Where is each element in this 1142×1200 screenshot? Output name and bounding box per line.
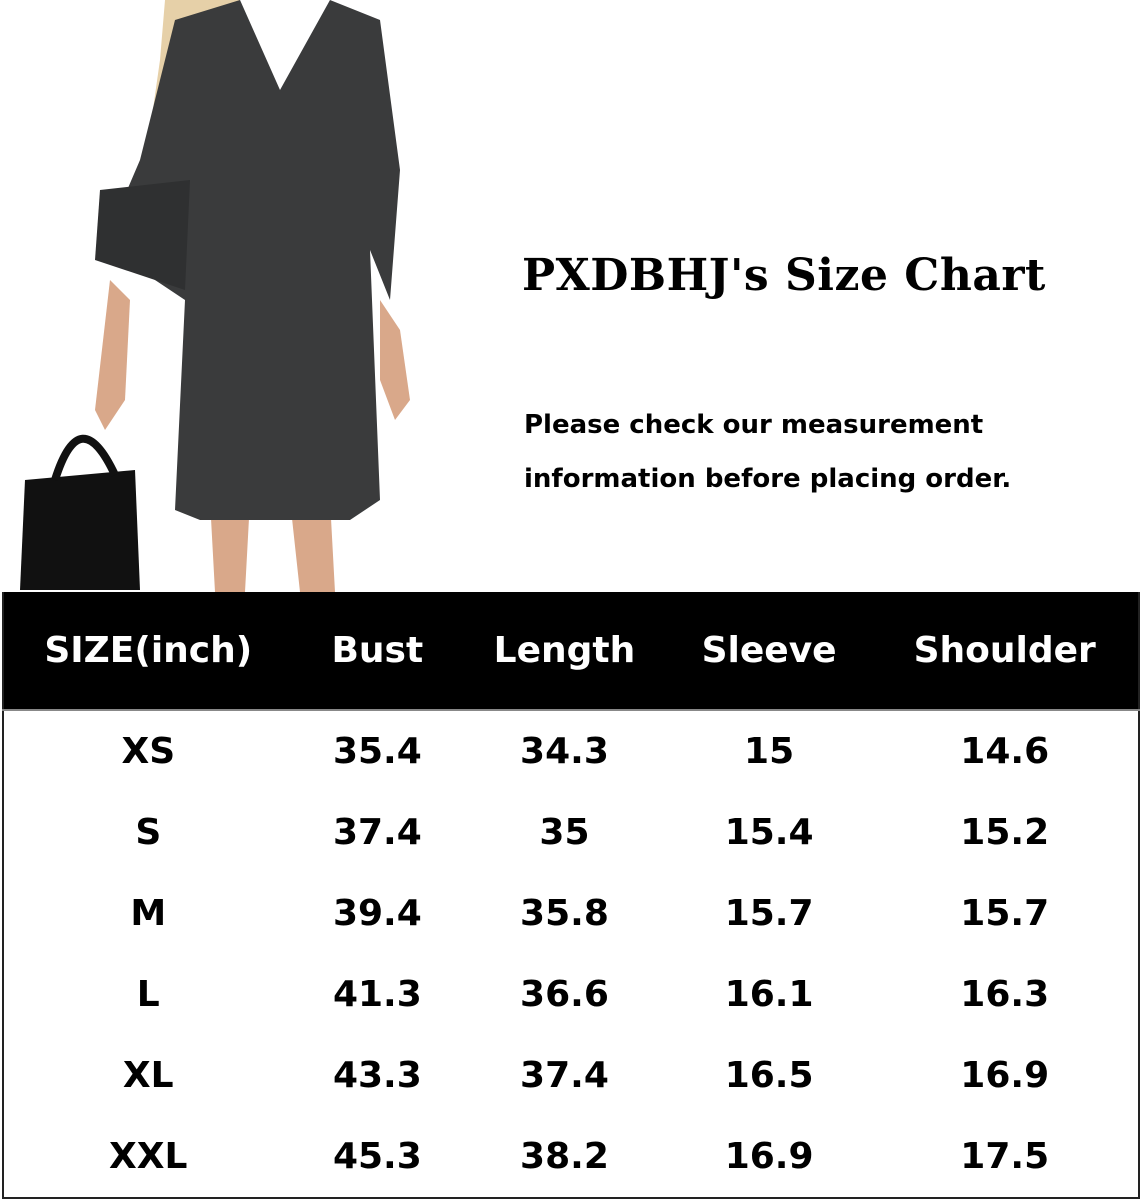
cell-bust: 41.3 <box>332 974 422 1015</box>
cell-shoulder: 17.5 <box>960 1136 1050 1177</box>
arm-right <box>380 300 410 420</box>
table-row: S 37.4 35 15.4 15.2 <box>3 792 1139 873</box>
header-size: SIZE(inch) <box>44 630 253 671</box>
sleeve-ruffle <box>95 180 190 290</box>
handbag <box>20 470 140 590</box>
cell-bust: 35.4 <box>292 709 463 792</box>
cell-length: 34.3 <box>462 709 667 792</box>
cell-length: 35 <box>539 812 590 853</box>
note-line: information before placing order. <box>524 464 1012 494</box>
cell-length: 37.4 <box>520 1055 609 1096</box>
dress <box>110 0 400 520</box>
cell-length: 36.6 <box>520 974 609 1015</box>
cell-size: M <box>130 893 167 934</box>
cell-bust: 45.3 <box>332 1136 422 1177</box>
cell-shoulder: 16.3 <box>960 974 1050 1015</box>
note-line: Please check our measurement <box>524 410 984 440</box>
cell-shoulder: 15.7 <box>960 893 1050 934</box>
model-photo <box>20 0 410 592</box>
cell-sleeve: 15 <box>666 709 872 792</box>
table-header-row: SIZE(inch) Bust Length Sleeve Shoulder <box>3 592 1139 710</box>
measurement-note: Please check our measurement information… <box>524 398 1011 506</box>
cell-length: 35.8 <box>520 893 609 934</box>
table-row: XL 43.3 37.4 16.5 16.9 <box>3 1035 1139 1116</box>
table-row: M 39.4 35.8 15.7 15.7 <box>3 873 1139 954</box>
table-row: XS 35.4 34.3 15 14.6 <box>3 709 1139 792</box>
table-row: L 41.3 36.6 16.1 16.3 <box>3 954 1139 1035</box>
cell-bust: 43.3 <box>332 1055 422 1096</box>
header-length: Length <box>493 630 636 671</box>
cell-shoulder: 15.2 <box>960 812 1050 853</box>
cell-sleeve: 15.7 <box>724 893 814 934</box>
arm-left <box>95 280 130 430</box>
cell-sleeve: 16.1 <box>724 974 814 1015</box>
cell-shoulder: 14.6 <box>871 709 1139 792</box>
table-row: XXL 45.3 38.2 16.9 17.5 <box>3 1116 1139 1198</box>
cell-length: 38.2 <box>520 1136 609 1177</box>
cell-shoulder: 16.9 <box>960 1055 1050 1096</box>
cell-bust: 37.4 <box>332 812 422 853</box>
header-bust: Bust <box>331 630 424 671</box>
header-sleeve: Sleeve <box>701 630 837 671</box>
cell-sleeve: 16.9 <box>724 1136 814 1177</box>
cell-size: XXL <box>109 1136 188 1177</box>
size-table: SIZE(inch) Bust Length Sleeve Shoulder X… <box>2 592 1140 1199</box>
cell-sleeve: 16.5 <box>724 1055 814 1096</box>
legs <box>210 500 335 592</box>
cell-sleeve: 15.4 <box>724 812 814 853</box>
header-shoulder: Shoulder <box>913 630 1096 671</box>
cell-size: XS <box>3 709 293 792</box>
handbag-handle <box>51 434 119 482</box>
cell-size: XL <box>122 1055 174 1096</box>
size-chart-title: PXDBHJ's Size Chart <box>522 250 1046 301</box>
cell-bust: 39.4 <box>332 893 422 934</box>
cell-size: L <box>136 974 160 1015</box>
cell-size: S <box>135 812 162 853</box>
